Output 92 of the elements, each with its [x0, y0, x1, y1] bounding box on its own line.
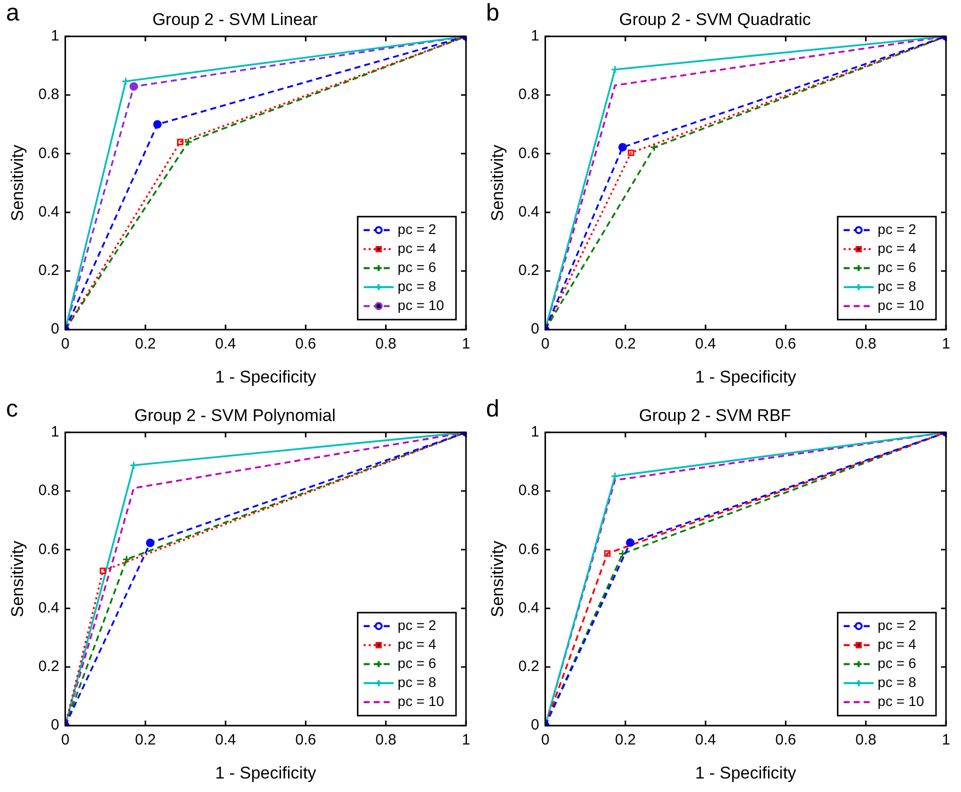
legend-label: pc = 8: [398, 674, 436, 690]
legend-label: pc = 10: [878, 296, 924, 313]
point: [100, 568, 106, 574]
y-tick-label: 0.8: [38, 482, 60, 500]
point: [130, 82, 138, 91]
y-tick-label: 0.8: [518, 482, 540, 500]
x-tick-label: 0.4: [695, 336, 716, 353]
y-tick-label: 0.2: [518, 262, 540, 280]
x-tick-label: 0.8: [855, 336, 876, 353]
x-tick-label: 1: [462, 732, 470, 749]
x-tick-label: 0.8: [375, 336, 396, 353]
point: [618, 550, 627, 558]
x-axis-title: 1 - Specificity: [695, 763, 797, 782]
legend-label: pc = 6: [878, 258, 916, 275]
y-axis-title: Sensitivity: [8, 144, 27, 222]
x-tick-label: 0.2: [134, 732, 156, 749]
point: [628, 150, 634, 156]
x-tick-label: 0.6: [775, 336, 796, 353]
legend-label: pc = 4: [398, 636, 436, 652]
point: [604, 550, 611, 557]
y-tick-label: 0: [530, 716, 540, 734]
y-tick-label: 0.2: [38, 658, 60, 676]
x-tick-label: 0.4: [215, 732, 236, 749]
y-tick-label: 1: [50, 424, 60, 441]
y-tick-label: 1: [530, 28, 540, 45]
text: a: [6, 0, 20, 27]
legend-label: pc = 10: [878, 692, 924, 709]
x-tick-label: 0.8: [855, 732, 876, 749]
legend-label: pc = 6: [878, 654, 916, 671]
y-tick-label: 0.4: [518, 599, 540, 616]
x-tick-label: 0.6: [295, 732, 316, 749]
y-tick-label: 0: [50, 716, 60, 734]
legend-label: pc = 2: [398, 616, 436, 633]
y-tick-label: 0.6: [518, 540, 540, 558]
y-tick-label: 0.6: [38, 144, 60, 162]
x-tick-label: 0.2: [614, 336, 636, 353]
y-tick-label: 0.8: [38, 86, 60, 104]
point: [184, 138, 193, 146]
y-tick-label: 1: [530, 424, 540, 441]
x-tick-label: 0.4: [215, 336, 236, 353]
y-tick-label: 0.4: [518, 203, 540, 220]
x-tick-label: 1: [462, 336, 470, 353]
y-axis-title: Sensitivity: [488, 144, 507, 222]
y-tick-label: 0.6: [38, 540, 60, 558]
legend-label: pc = 6: [398, 258, 436, 275]
x-tick-label: 1: [942, 336, 950, 353]
x-tick-label: 0.8: [375, 732, 396, 749]
point: [177, 138, 184, 146]
y-tick-label: 1: [50, 28, 60, 45]
y-tick-label: 0.6: [518, 144, 540, 162]
x-axis-title: 1 - Specificity: [695, 367, 797, 386]
x-axis-title: 1 - Specificity: [215, 763, 317, 782]
legend-label: pc = 4: [878, 636, 916, 652]
y-axis-title: Sensitivity: [8, 540, 27, 618]
chart-title: Group 2 - SVM Linear: [152, 10, 318, 29]
point: [122, 77, 130, 86]
x-tick-label: 0.2: [614, 732, 636, 749]
text: c: [6, 396, 18, 423]
y-tick-label: 0.2: [518, 658, 540, 676]
y-tick-label: 0.4: [38, 203, 60, 220]
y-tick-label: 0: [530, 320, 540, 338]
legend-label: pc = 10: [398, 692, 444, 709]
legend-label: pc = 2: [878, 220, 916, 237]
x-axis-title: 1 - Specificity: [215, 367, 317, 386]
text: d: [486, 396, 500, 423]
y-axis-title: Sensitivity: [488, 540, 507, 618]
x-tick-label: 0.2: [134, 336, 156, 353]
y-tick-label: 0: [50, 320, 60, 338]
point: [122, 555, 131, 564]
legend-label: pc = 2: [398, 220, 436, 237]
point: [610, 65, 620, 74]
x-tick-label: 0.4: [695, 732, 716, 749]
legend-label: pc = 4: [878, 240, 916, 256]
legend-label: pc = 2: [878, 616, 916, 633]
legend-label: pc = 8: [878, 278, 916, 294]
point: [650, 142, 659, 152]
chart-title: Group 2 - SVM RBF: [638, 406, 792, 425]
legend-label: pc = 8: [398, 278, 436, 294]
legend-label: pc = 6: [398, 654, 436, 671]
text: b: [486, 0, 500, 27]
x-tick-label: 0.6: [295, 336, 316, 353]
x-tick-label: 1: [942, 732, 950, 749]
chart-title: Group 2 - SVM Polynomial: [134, 406, 336, 425]
legend-label: pc = 10: [398, 296, 444, 313]
y-tick-label: 0.2: [38, 262, 60, 280]
legend-label: pc = 4: [398, 240, 436, 256]
chart-title: Group 2 - SVM Quadratic: [619, 10, 812, 29]
x-tick-label: 0.6: [775, 732, 796, 749]
point: [610, 472, 620, 480]
y-tick-label: 0.8: [518, 86, 540, 104]
legend-label: pc = 8: [878, 674, 916, 690]
y-tick-label: 0.4: [38, 599, 60, 616]
